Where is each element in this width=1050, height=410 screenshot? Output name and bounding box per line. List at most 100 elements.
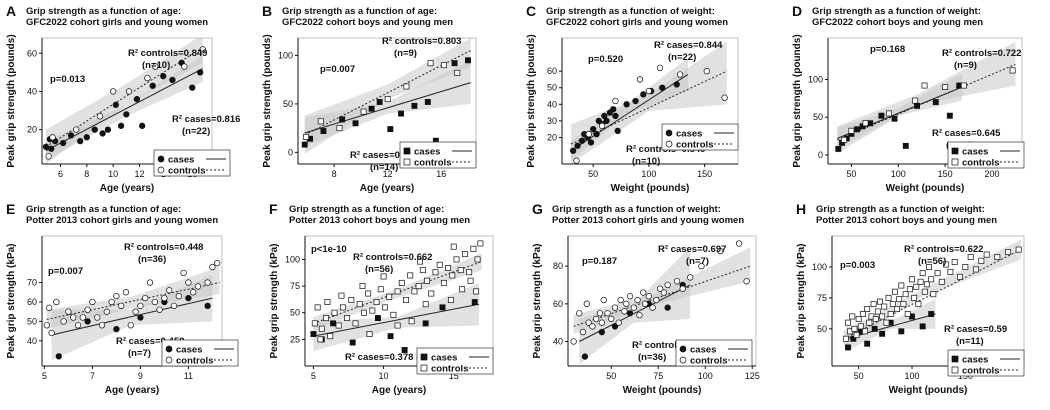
- data-point-controls: [845, 319, 851, 326]
- data-point-controls: [911, 294, 918, 301]
- data-point-controls: [48, 329, 55, 337]
- legend-box: [416, 347, 494, 375]
- y-tick-label: 50: [547, 83, 557, 93]
- stat-annotation: R² cases=0.844: [654, 40, 723, 51]
- data-point-controls: [390, 311, 397, 318]
- data-point-controls: [978, 257, 985, 264]
- data-point-controls: [957, 273, 963, 280]
- x-tick-label: 100: [891, 169, 906, 179]
- legend-label: cases: [168, 155, 194, 166]
- data-point-controls: [887, 311, 894, 317]
- panel-letter: F: [269, 201, 278, 217]
- data-point-cases: [387, 126, 394, 133]
- stat-annotation: R² cases=0.59: [944, 324, 1007, 335]
- data-point-controls: [915, 301, 922, 308]
- data-point-cases: [387, 333, 394, 340]
- data-point-cases: [891, 115, 898, 122]
- data-point-controls: [579, 328, 587, 336]
- x-tick-label: 15: [449, 371, 459, 381]
- data-point-controls: [636, 311, 643, 319]
- data-point-controls: [938, 278, 945, 285]
- data-point-controls: [108, 298, 115, 306]
- y-tick-label: 70: [27, 278, 37, 288]
- data-point-controls: [840, 136, 847, 143]
- data-point-controls: [913, 283, 920, 290]
- data-point-controls: [122, 289, 130, 296]
- data-point-cases: [160, 73, 167, 80]
- data-point-controls: [583, 300, 590, 307]
- data-point-controls: [113, 292, 120, 300]
- data-point-controls: [411, 288, 418, 295]
- y-tick-label: 100: [812, 262, 827, 272]
- data-point-controls: [917, 278, 924, 285]
- data-point-controls: [898, 282, 905, 289]
- x-tick-label: 12: [383, 169, 393, 179]
- y-tick-label: 60: [27, 297, 37, 307]
- data-point-controls: [1009, 67, 1016, 74]
- data-point-controls: [623, 300, 630, 307]
- legend-label: cases: [676, 129, 702, 140]
- data-point-cases: [864, 340, 871, 347]
- data-point-controls: [98, 322, 106, 329]
- data-point-controls: [960, 82, 967, 89]
- legend-label: cases: [690, 345, 716, 356]
- data-point-cases: [398, 110, 405, 117]
- stat-annotation: R² controls=0.662: [353, 252, 432, 263]
- data-point-controls: [656, 285, 664, 292]
- data-point-controls: [921, 82, 928, 89]
- y-axis-label: Peak grip strength (pounds): [526, 34, 537, 167]
- data-point-controls: [94, 314, 101, 321]
- data-point-controls: [909, 276, 915, 283]
- fit-line-cases: [313, 303, 480, 337]
- stat-annotation: (n=7): [686, 256, 709, 267]
- data-point-controls: [84, 306, 91, 313]
- y-axis-label: Peak grip strength (pounds): [792, 34, 803, 167]
- data-point-controls: [857, 323, 864, 330]
- data-point-controls: [721, 94, 728, 101]
- stat-annotation: p=0.007: [48, 266, 83, 277]
- legend-marker-cases: [665, 129, 673, 137]
- data-point-controls: [428, 290, 435, 297]
- data-point-controls: [660, 289, 668, 296]
- plot-area: [570, 240, 751, 365]
- data-point-controls: [190, 289, 197, 296]
- y-tick-label: 30: [547, 116, 557, 126]
- stat-annotation: p=0.520: [588, 54, 623, 65]
- data-point-controls: [589, 323, 596, 330]
- data-point-controls: [459, 286, 466, 293]
- data-point-cases: [623, 101, 630, 108]
- data-point-controls: [656, 64, 664, 71]
- data-point-controls: [432, 269, 439, 276]
- data-point-controls: [615, 319, 622, 326]
- data-point-controls: [1015, 246, 1022, 253]
- x-tick-label: 11: [184, 371, 193, 381]
- data-point-controls: [65, 308, 72, 315]
- data-point-controls: [879, 313, 886, 320]
- data-point-controls: [864, 306, 871, 312]
- legend-marker-cases: [403, 147, 411, 155]
- confidence-band-controls: [570, 41, 727, 164]
- data-point-controls: [477, 240, 484, 247]
- stat-annotation: R² cases=0.816: [172, 114, 240, 125]
- panel-E: E Grip strength as a function of age:Pott…: [6, 201, 239, 396]
- x-tick-label: 9: [138, 371, 143, 381]
- y-axis-label: Peak grip strength (kPa): [6, 243, 17, 358]
- legend-box: [675, 339, 753, 367]
- panel-C: C Grip strength as a function of weight:G…: [526, 3, 739, 194]
- data-point-controls: [611, 304, 619, 311]
- data-point-controls: [585, 319, 592, 326]
- data-point-controls: [369, 307, 376, 314]
- data-point-controls: [142, 294, 149, 302]
- data-point-controls: [612, 97, 619, 105]
- plot-area: [835, 41, 1016, 154]
- data-point-controls: [942, 84, 949, 90]
- data-point-controls: [881, 303, 888, 310]
- data-point-cases: [349, 339, 356, 346]
- panel-B: B Grip strength as a function of age:GFC2…: [262, 3, 477, 194]
- data-point-controls: [317, 336, 324, 343]
- y-tick-label: 40: [547, 99, 557, 109]
- data-point-cases: [614, 127, 621, 134]
- panel-letter: A: [6, 3, 16, 19]
- data-point-cases: [626, 310, 634, 317]
- data-point-controls: [161, 294, 168, 302]
